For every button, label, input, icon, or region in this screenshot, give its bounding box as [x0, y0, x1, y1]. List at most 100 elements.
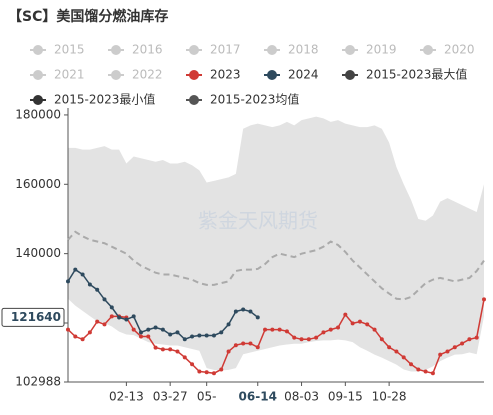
- point: [350, 321, 355, 326]
- point: [219, 330, 224, 335]
- point: [416, 367, 421, 372]
- point: [109, 305, 114, 310]
- point: [219, 367, 224, 372]
- crosshair-y-label: 121640: [11, 310, 61, 324]
- point: [168, 332, 173, 337]
- point: [131, 327, 136, 332]
- crosshair-x-label: 06-14: [239, 390, 277, 404]
- point: [226, 322, 231, 327]
- point: [409, 362, 414, 367]
- legend-item[interactable]: 2015-2023最小值: [30, 92, 155, 107]
- legend-label: 2015: [54, 43, 85, 57]
- legend-marker: [345, 45, 355, 55]
- point: [277, 327, 282, 332]
- point: [365, 322, 370, 327]
- point: [131, 314, 136, 319]
- legend-label: 2015-2023最小值: [54, 92, 155, 107]
- legend-item[interactable]: 2015-2023均值: [186, 92, 299, 107]
- legend-marker: [267, 70, 277, 80]
- point: [241, 307, 246, 312]
- point: [204, 370, 209, 375]
- point: [73, 334, 78, 339]
- point: [255, 345, 260, 350]
- legend-marker: [189, 95, 199, 105]
- x-tick-label: 02-13: [109, 390, 144, 404]
- x-tick-label: 08-03: [284, 390, 319, 404]
- legend-item[interactable]: 2021: [30, 68, 85, 82]
- point: [95, 287, 100, 292]
- point: [423, 369, 428, 374]
- legend-item[interactable]: 2015: [30, 43, 85, 57]
- legend-marker: [189, 45, 199, 55]
- legend-marker: [267, 45, 277, 55]
- x-tick-label: 10-28: [372, 390, 407, 404]
- y-tick-label: 140000: [15, 246, 61, 260]
- point: [109, 314, 114, 319]
- point: [168, 347, 173, 352]
- legend-marker: [33, 45, 43, 55]
- point: [146, 334, 151, 339]
- point: [80, 337, 85, 342]
- legend-label: 2023: [210, 68, 241, 82]
- legend-item[interactable]: 2019: [342, 43, 397, 57]
- legend-marker: [423, 45, 433, 55]
- point: [263, 327, 268, 332]
- point: [211, 333, 216, 338]
- range-area: [68, 116, 484, 372]
- point: [445, 349, 450, 354]
- point: [153, 325, 158, 330]
- legend-marker: [345, 70, 355, 80]
- legend-item[interactable]: 2018: [264, 43, 319, 57]
- point: [343, 312, 348, 317]
- point: [160, 347, 165, 352]
- legend-label: 2019: [366, 43, 397, 57]
- point: [138, 334, 143, 339]
- point: [357, 319, 362, 324]
- point: [117, 315, 122, 320]
- point: [452, 345, 457, 350]
- point: [328, 327, 333, 332]
- legend-item[interactable]: 2017: [186, 43, 241, 57]
- point: [336, 325, 341, 330]
- point: [299, 337, 304, 342]
- point: [190, 362, 195, 367]
- point: [248, 341, 253, 346]
- legend-item[interactable]: 2015-2023最大值: [342, 67, 467, 82]
- watermark: 紫金天风期货: [198, 209, 318, 233]
- point: [321, 330, 326, 335]
- mean-line: [67, 230, 485, 301]
- x-tick-label: 05-: [197, 390, 217, 404]
- point: [204, 333, 209, 338]
- point: [182, 355, 187, 360]
- point: [460, 341, 465, 346]
- legend-marker: [189, 70, 199, 80]
- point: [233, 309, 238, 314]
- point: [73, 267, 78, 272]
- y-tick-label: 160000: [15, 177, 61, 191]
- point: [87, 330, 92, 335]
- legend-label: 2022: [132, 68, 163, 82]
- legend-item[interactable]: 2020: [420, 43, 475, 57]
- legend-item[interactable]: 2016: [108, 43, 163, 57]
- point: [102, 297, 107, 302]
- point: [387, 345, 392, 350]
- legend-marker: [33, 95, 43, 105]
- legend-item[interactable]: 2023: [186, 68, 241, 82]
- legend-item[interactable]: 2022: [108, 68, 163, 82]
- point: [66, 279, 70, 284]
- point: [401, 355, 406, 360]
- point: [379, 337, 384, 342]
- legend-item[interactable]: 2024: [264, 68, 319, 82]
- x-tick-label: 03-27: [153, 390, 188, 404]
- point: [102, 322, 107, 327]
- point: [438, 352, 443, 357]
- series-line: [67, 299, 485, 375]
- point: [190, 334, 195, 339]
- point: [197, 333, 202, 338]
- point: [482, 297, 486, 302]
- point: [241, 341, 246, 346]
- point: [467, 337, 472, 342]
- point: [270, 327, 275, 332]
- chart-title: 【SC】美国馏分燃油库存: [8, 8, 168, 25]
